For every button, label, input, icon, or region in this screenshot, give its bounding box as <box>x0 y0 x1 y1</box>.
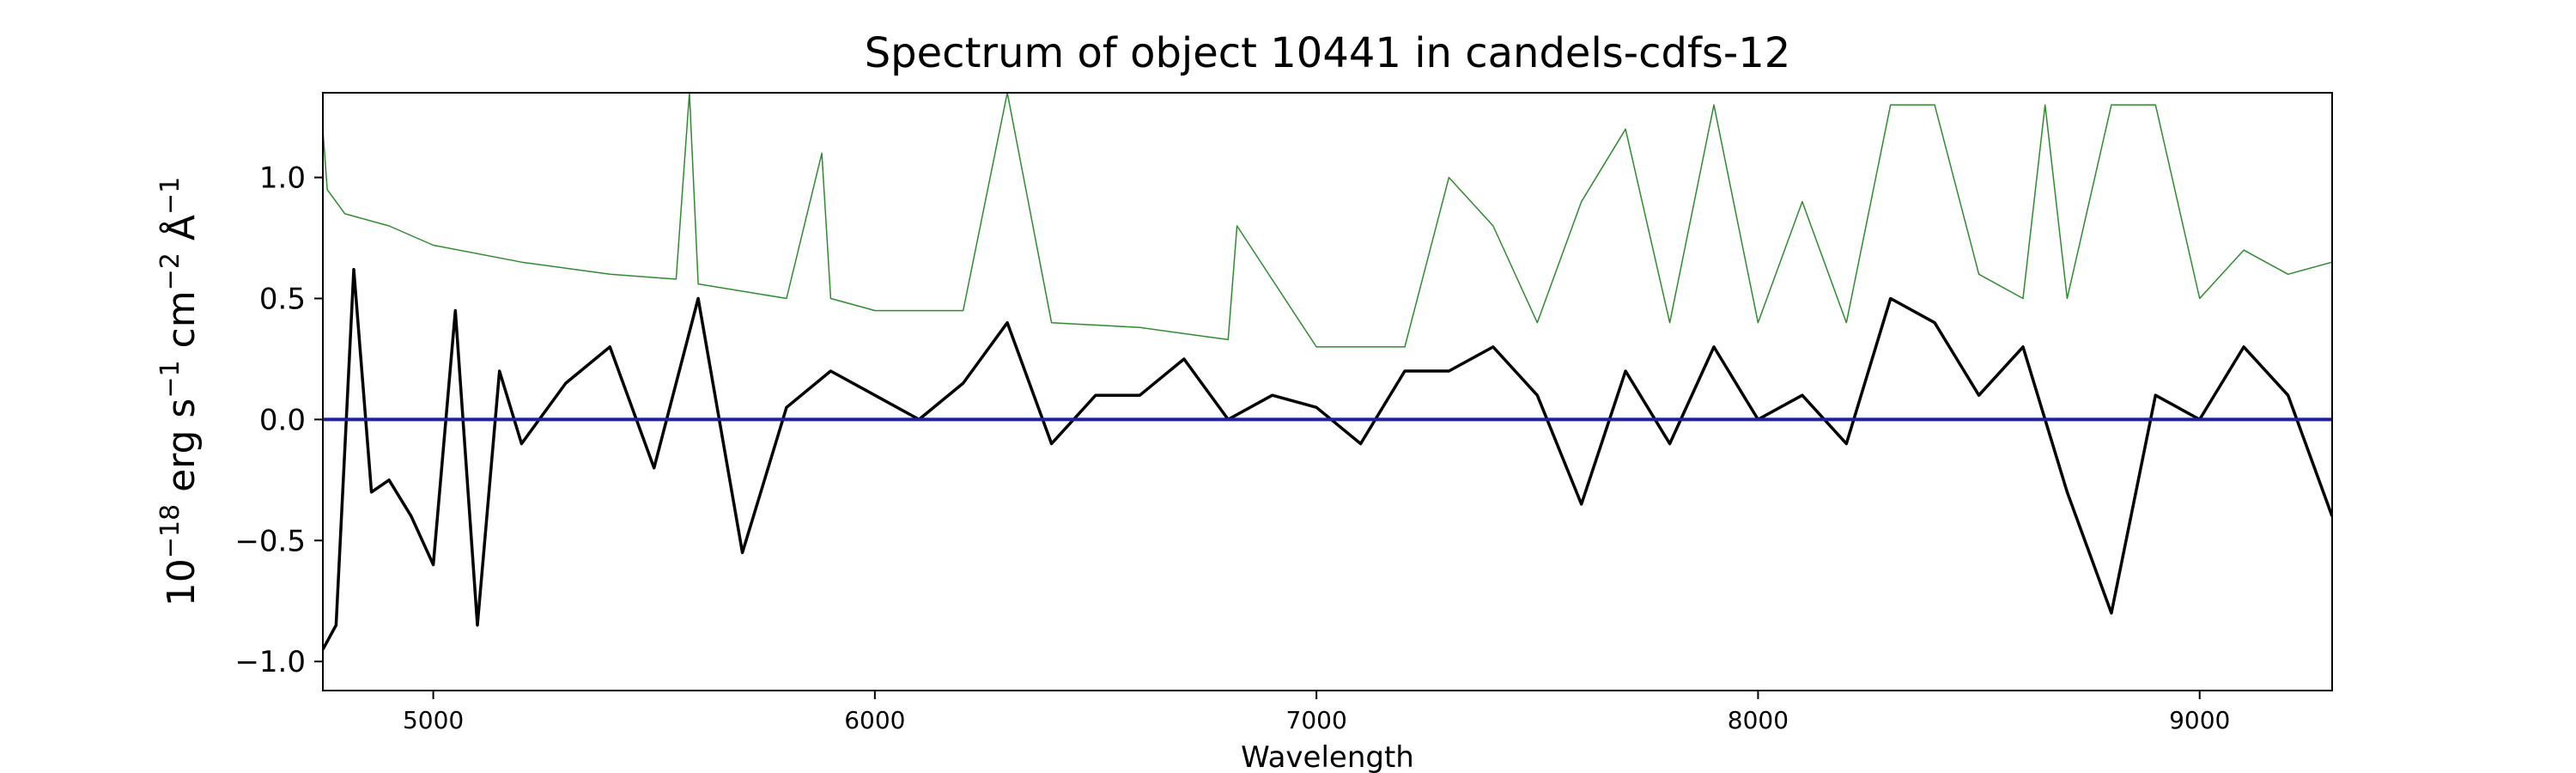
x-tick-label: 7000 <box>1286 706 1347 734</box>
error-series-line <box>323 93 2332 348</box>
series-layer <box>323 93 2332 650</box>
flux-series-line <box>323 267 2332 650</box>
y-tick-label: −0.5 <box>234 524 306 558</box>
y-axis: −1.0 −0.5 0.0 0.5 1.0 <box>234 161 323 679</box>
y-axis-label-exp-s: −1 <box>155 360 185 398</box>
x-tick-label: 5000 <box>403 706 464 734</box>
y-axis-label-unit-erg: erg s <box>160 399 204 492</box>
y-tick-label: 0.5 <box>259 283 306 317</box>
y-tick-label: 1.0 <box>259 161 306 196</box>
y-tick-label: −1.0 <box>234 645 306 679</box>
x-tick-label: 6000 <box>844 706 905 734</box>
x-axis-label: Wavelength <box>1241 740 1414 773</box>
y-axis-label-exp-cm: −2 <box>155 253 185 290</box>
y-tick-label: 0.0 <box>259 403 306 437</box>
y-axis-label-exp: −18 <box>155 504 185 558</box>
y-axis-label-unit-cm: cm <box>160 290 204 348</box>
y-axis-label-base: 10 <box>160 558 204 606</box>
x-axis: 5000 6000 7000 8000 9000 <box>403 691 2230 734</box>
x-tick-label: 8000 <box>1728 706 1789 734</box>
chart-title: Spectrum of object 10441 in candels-cdfs… <box>865 29 1791 77</box>
plot-area <box>323 93 2332 650</box>
x-tick-label: 9000 <box>2169 706 2230 734</box>
y-axis-label: 10−18 erg s−1 cm−2 Å−1 <box>155 177 204 606</box>
plot-frame <box>322 92 2333 691</box>
y-axis-label-exp-angstrom: −1 <box>155 177 185 215</box>
y-axis-label-unit-angstrom: Å <box>158 215 204 240</box>
